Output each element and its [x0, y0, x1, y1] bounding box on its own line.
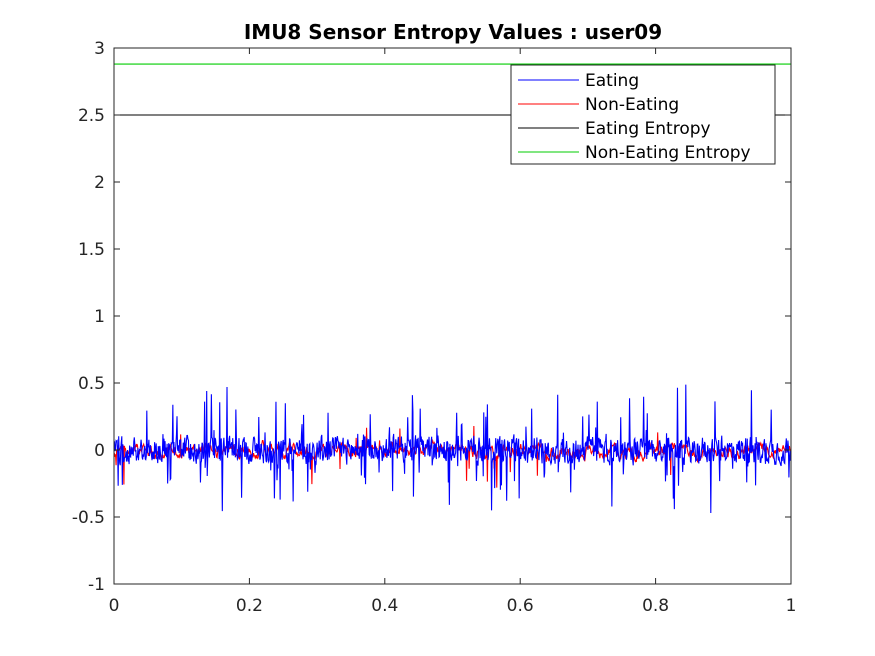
x-tick-label: 1 [786, 596, 797, 616]
y-tick-label: -0.5 [72, 508, 105, 528]
x-tick-label: 0.2 [236, 596, 263, 616]
x-tick-label: 0.8 [642, 596, 669, 616]
y-tick-label: 0.5 [78, 374, 105, 394]
y-tick-label: 1.5 [78, 240, 105, 260]
series-line-eating [114, 384, 791, 514]
axes: 0 0.2 0.4 0.6 0.8 1 -1 -0.5 0 0.5 1 1.5 2 2.5 3 [72, 39, 797, 616]
legend-entry-label: Non-Eating Entropy [585, 143, 751, 163]
x-tick-label: 0.4 [371, 596, 398, 616]
legend-entry-label: Non-Eating [585, 95, 679, 115]
legend-box [510, 64, 776, 165]
y-tick-label: 0 [94, 441, 105, 461]
legend-entry-label: Eating Entropy [585, 119, 711, 139]
legend: Eating Non-Eating Eating Entropy Non-Eating… [510, 64, 776, 165]
y-tick-label: -1 [88, 575, 105, 595]
y-tick-label: 2.5 [78, 106, 105, 126]
x-tick-label: 0.6 [507, 596, 534, 616]
y-tick-label: 2 [94, 173, 105, 193]
chart-title: IMU8 Sensor Entropy Values : user09 [244, 20, 662, 44]
x-tick-label: 0 [109, 596, 120, 616]
legend-entry-label: Eating [585, 71, 639, 91]
y-tick-label: 1 [94, 307, 105, 327]
y-tick-label: 3 [94, 39, 105, 59]
